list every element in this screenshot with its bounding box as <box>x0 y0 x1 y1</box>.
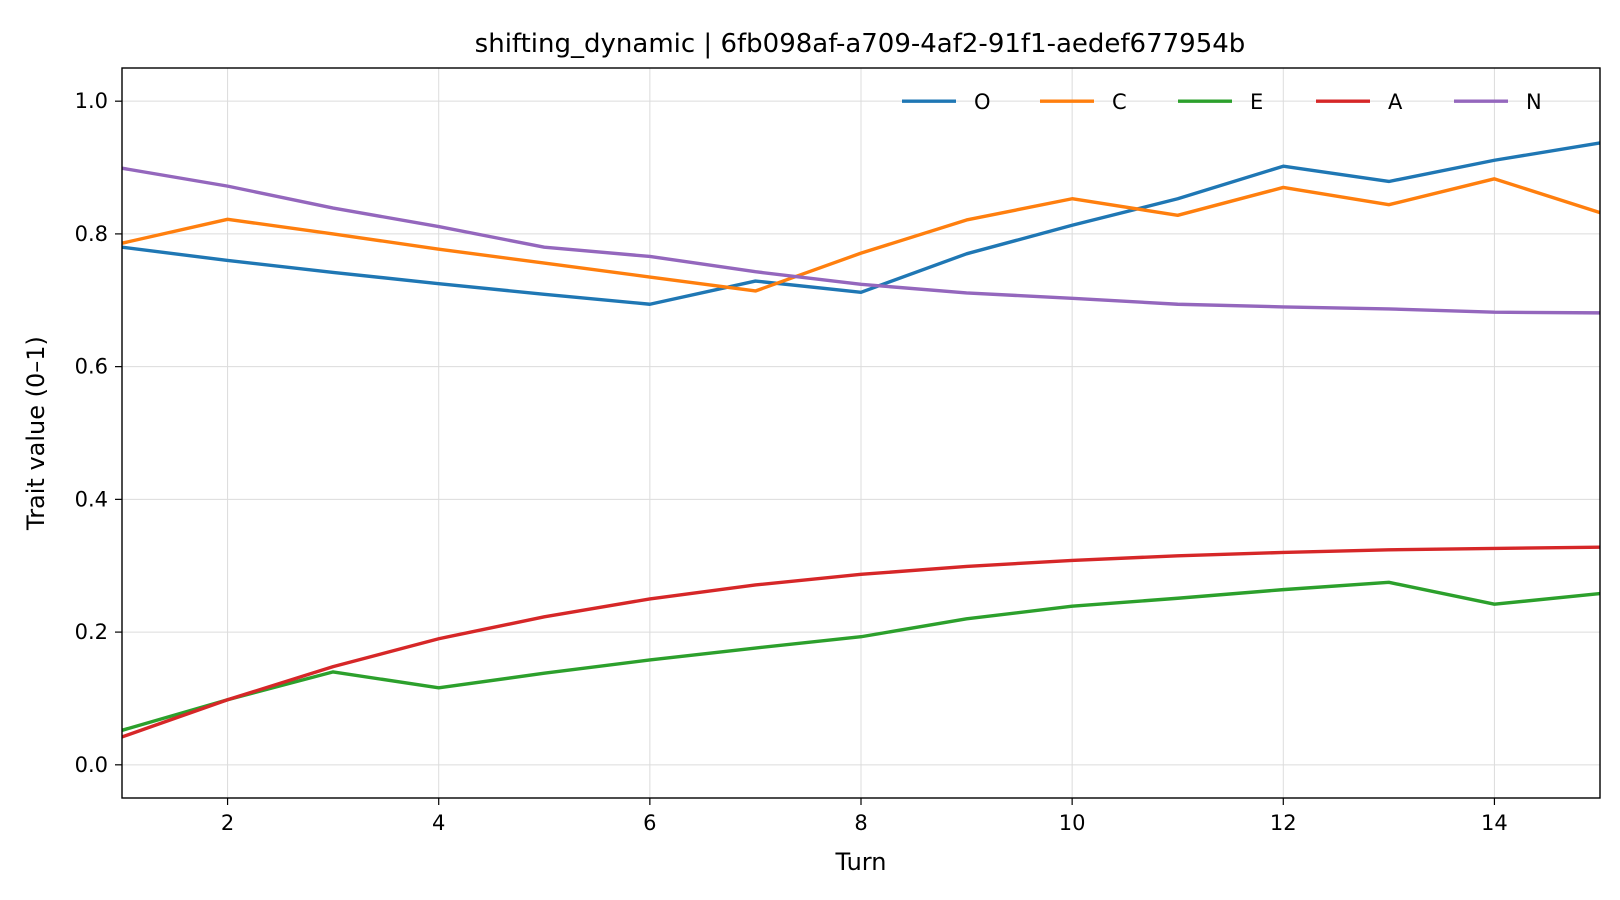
legend-label-C: C <box>1112 90 1127 114</box>
series-layer <box>121 141 1601 739</box>
x-tick-label: 8 <box>854 811 867 835</box>
legend-label-O: O <box>974 90 991 114</box>
y-tick-label: 0.4 <box>75 487 108 511</box>
legend-label-A: A <box>1388 90 1403 114</box>
x-tick-label: 4 <box>432 811 445 835</box>
grid <box>122 68 1600 798</box>
chart-title: shifting_dynamic | 6fb098af-a709-4af2-91… <box>475 29 1246 59</box>
series-line-O <box>121 141 1601 306</box>
y-tick-label: 1.0 <box>75 89 108 113</box>
y-axis-ticks: 0.0 0.2 0.4 0.6 0.8 1.0 <box>75 89 122 777</box>
y-tick-label: 0.8 <box>75 222 108 246</box>
x-tick-label: 10 <box>1059 811 1086 835</box>
x-axis-label: Turn <box>835 848 887 876</box>
x-tick-label: 6 <box>643 811 656 835</box>
series-line-N <box>121 166 1601 315</box>
y-tick-label: 0.6 <box>75 355 108 379</box>
series-line-A <box>121 545 1601 739</box>
x-tick-label: 12 <box>1270 811 1297 835</box>
series-line-C <box>121 177 1601 293</box>
x-axis-ticks: 2 4 6 8 10 12 14 <box>221 798 1508 835</box>
legend-label-N: N <box>1526 90 1542 114</box>
y-tick-label: 0.0 <box>75 753 108 777</box>
x-tick-label: 14 <box>1481 811 1508 835</box>
y-axis-label: Trait value (0–1) <box>22 336 50 531</box>
series-line-E <box>121 580 1601 732</box>
x-tick-label: 2 <box>221 811 234 835</box>
y-tick-label: 0.2 <box>75 620 108 644</box>
legend-label-E: E <box>1250 90 1263 114</box>
